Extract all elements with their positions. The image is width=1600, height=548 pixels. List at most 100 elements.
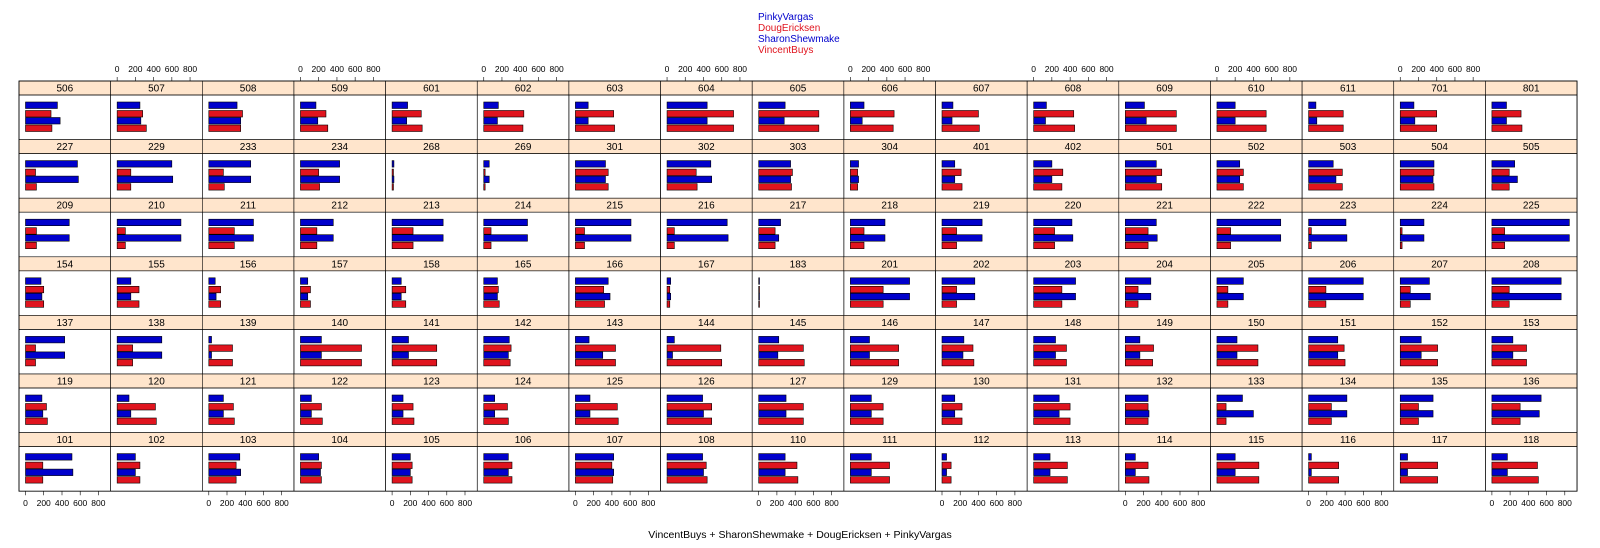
- bar-VincentBuys: [1125, 476, 1150, 484]
- panel-121: 121: [202, 373, 295, 433]
- tick-label: 200: [1320, 498, 1334, 508]
- bar-SharonShewmake: [666, 175, 712, 183]
- tick-label: 400: [55, 498, 69, 508]
- panel-105: 105: [385, 432, 478, 492]
- bar-PinkyVargas: [575, 218, 632, 226]
- panel-115: 115: [1210, 432, 1303, 492]
- bar-PinkyVargas: [1033, 277, 1076, 285]
- bar-SharonShewmake: [1216, 234, 1282, 242]
- strip-label: 202: [973, 259, 990, 270]
- tick-label: 200: [312, 64, 326, 74]
- tick-label: 200: [495, 64, 509, 74]
- bar-PinkyVargas: [116, 277, 132, 285]
- bar-VincentBuys: [25, 300, 45, 308]
- panel-509: 509: [293, 80, 386, 140]
- bottom-axis-col-8: 0 200 400 600 800: [756, 491, 839, 508]
- strip-label: 606: [881, 84, 898, 95]
- bar-DougEricksen: [575, 285, 604, 294]
- bar-DougEricksen: [850, 403, 884, 411]
- bar-SharonShewmake: [1308, 351, 1339, 359]
- bar-DougEricksen: [941, 285, 957, 294]
- bar-SharonShewmake: [941, 351, 964, 359]
- panel-frame: [660, 329, 753, 375]
- bar-SharonShewmake: [1308, 292, 1364, 301]
- bar-SharonShewmake: [1491, 410, 1540, 418]
- bar-PinkyVargas: [758, 218, 781, 226]
- bar-VincentBuys: [1216, 183, 1244, 191]
- strip-label: 216: [698, 201, 715, 212]
- bar-DougEricksen: [850, 168, 858, 176]
- bar-DougEricksen: [850, 344, 899, 352]
- bar-PinkyVargas: [208, 160, 252, 168]
- bar-VincentBuys: [1308, 300, 1327, 308]
- bar-VincentBuys: [850, 476, 890, 484]
- tick-label: 600: [348, 64, 362, 74]
- bar-SharonShewmake: [300, 351, 322, 359]
- bar-VincentBuys: [208, 241, 235, 249]
- bar-SharonShewmake: [1399, 292, 1431, 301]
- bar-DougEricksen: [1216, 110, 1267, 118]
- strip-label: 105: [423, 435, 440, 446]
- strip-label: 215: [606, 201, 623, 212]
- panel-frame: [385, 153, 478, 199]
- panel-225: 225: [1485, 197, 1578, 258]
- bar-VincentBuys: [25, 359, 36, 367]
- strip-label: 212: [331, 201, 348, 212]
- tick-label: 800: [1466, 64, 1480, 74]
- panel-701: 701: [1393, 80, 1486, 140]
- strip-label: 137: [56, 318, 73, 329]
- bar-VincentBuys: [25, 183, 37, 191]
- bar-DougEricksen: [1491, 403, 1521, 411]
- bar-SharonShewmake: [300, 234, 334, 242]
- bar-SharonShewmake: [1399, 468, 1408, 476]
- bar-VincentBuys: [1216, 417, 1227, 425]
- bar-PinkyVargas: [300, 101, 317, 109]
- bar-PinkyVargas: [941, 101, 954, 109]
- panel-149: 149: [1118, 315, 1211, 375]
- panel-frame: [660, 270, 753, 316]
- strip-label: 301: [606, 142, 623, 153]
- bar-DougEricksen: [1308, 344, 1345, 352]
- bar-PinkyVargas: [1491, 394, 1542, 402]
- bar-PinkyVargas: [941, 394, 956, 402]
- bar-VincentBuys: [1308, 476, 1339, 484]
- panel-301: 301: [568, 139, 661, 199]
- strip-label: 229: [148, 142, 165, 153]
- strip-label: 123: [423, 377, 440, 388]
- strip-label: 116: [1340, 435, 1356, 446]
- tick-label: 400: [422, 498, 436, 508]
- legend-entry: VincentBuys: [758, 45, 813, 56]
- bottom-axis-col-2: 0 200 400 600 800: [206, 491, 289, 508]
- panel-234: 234: [293, 139, 386, 199]
- strip-label: 209: [56, 201, 73, 212]
- strip-label: 104: [331, 435, 348, 446]
- tick-label: 800: [825, 498, 839, 508]
- bar-DougEricksen: [575, 227, 585, 235]
- tick-label: 400: [605, 498, 619, 508]
- bar-VincentBuys: [758, 476, 799, 484]
- tick-label: 200: [1228, 64, 1242, 74]
- bar-VincentBuys: [391, 359, 438, 367]
- panel-133: 133: [1210, 373, 1303, 433]
- strip-label: 167: [698, 259, 715, 270]
- panel-401: 401: [935, 139, 1028, 199]
- bar-DougEricksen: [666, 403, 712, 411]
- panel-220: 220: [1026, 197, 1120, 258]
- bar-VincentBuys: [1033, 183, 1063, 191]
- strip-label: 102: [148, 435, 165, 446]
- panel-217: 217: [751, 197, 845, 258]
- bar-VincentBuys: [208, 183, 225, 191]
- bar-PinkyVargas: [300, 453, 319, 461]
- bar-SharonShewmake: [666, 351, 673, 359]
- tick-label: 0: [665, 64, 670, 74]
- panel-233: 233: [202, 139, 295, 199]
- bar-SharonShewmake: [850, 292, 910, 301]
- bar-SharonShewmake: [208, 117, 241, 125]
- bar-VincentBuys: [575, 241, 585, 249]
- bar-PinkyVargas: [300, 394, 312, 402]
- bar-DougEricksen: [666, 227, 675, 235]
- panel-111: 111: [843, 432, 936, 492]
- strip-label: 154: [56, 259, 73, 270]
- strip-label: 108: [698, 435, 715, 446]
- tick-label: 400: [1155, 498, 1169, 508]
